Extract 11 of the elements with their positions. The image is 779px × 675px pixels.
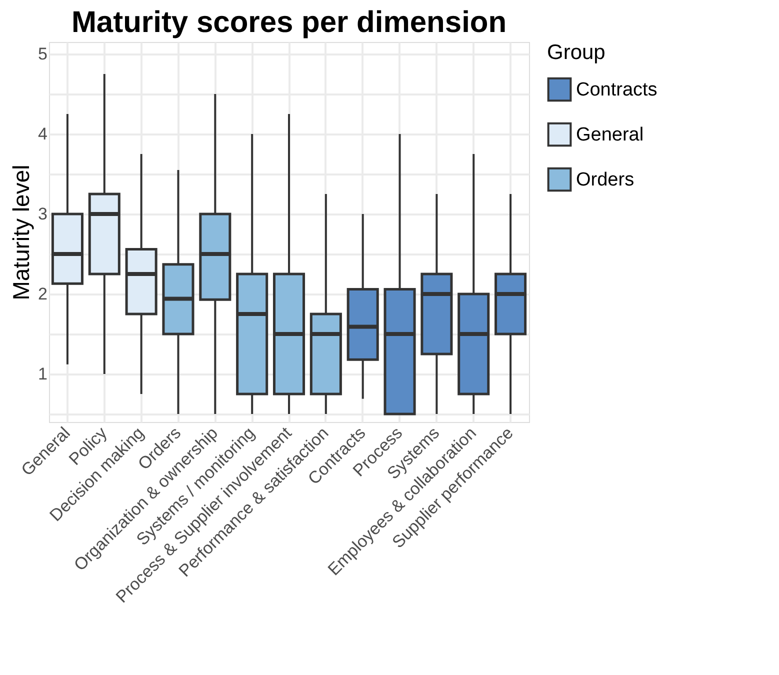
y-tick-label: 3 <box>38 204 48 224</box>
chart-title: Maturity scores per dimension <box>71 6 507 39</box>
legend-label: Orders <box>576 170 634 190</box>
y-axis-title: Maturity level <box>8 164 34 300</box>
y-tick-label: 2 <box>38 284 48 304</box>
y-tick-label: 1 <box>38 364 48 384</box>
legend-label: Contracts <box>576 80 658 100</box>
y-tick-label: 5 <box>38 44 48 64</box>
y-tick-label: 4 <box>38 124 48 144</box>
legend-label: General <box>576 124 644 146</box>
legend-title: Group <box>547 41 606 64</box>
